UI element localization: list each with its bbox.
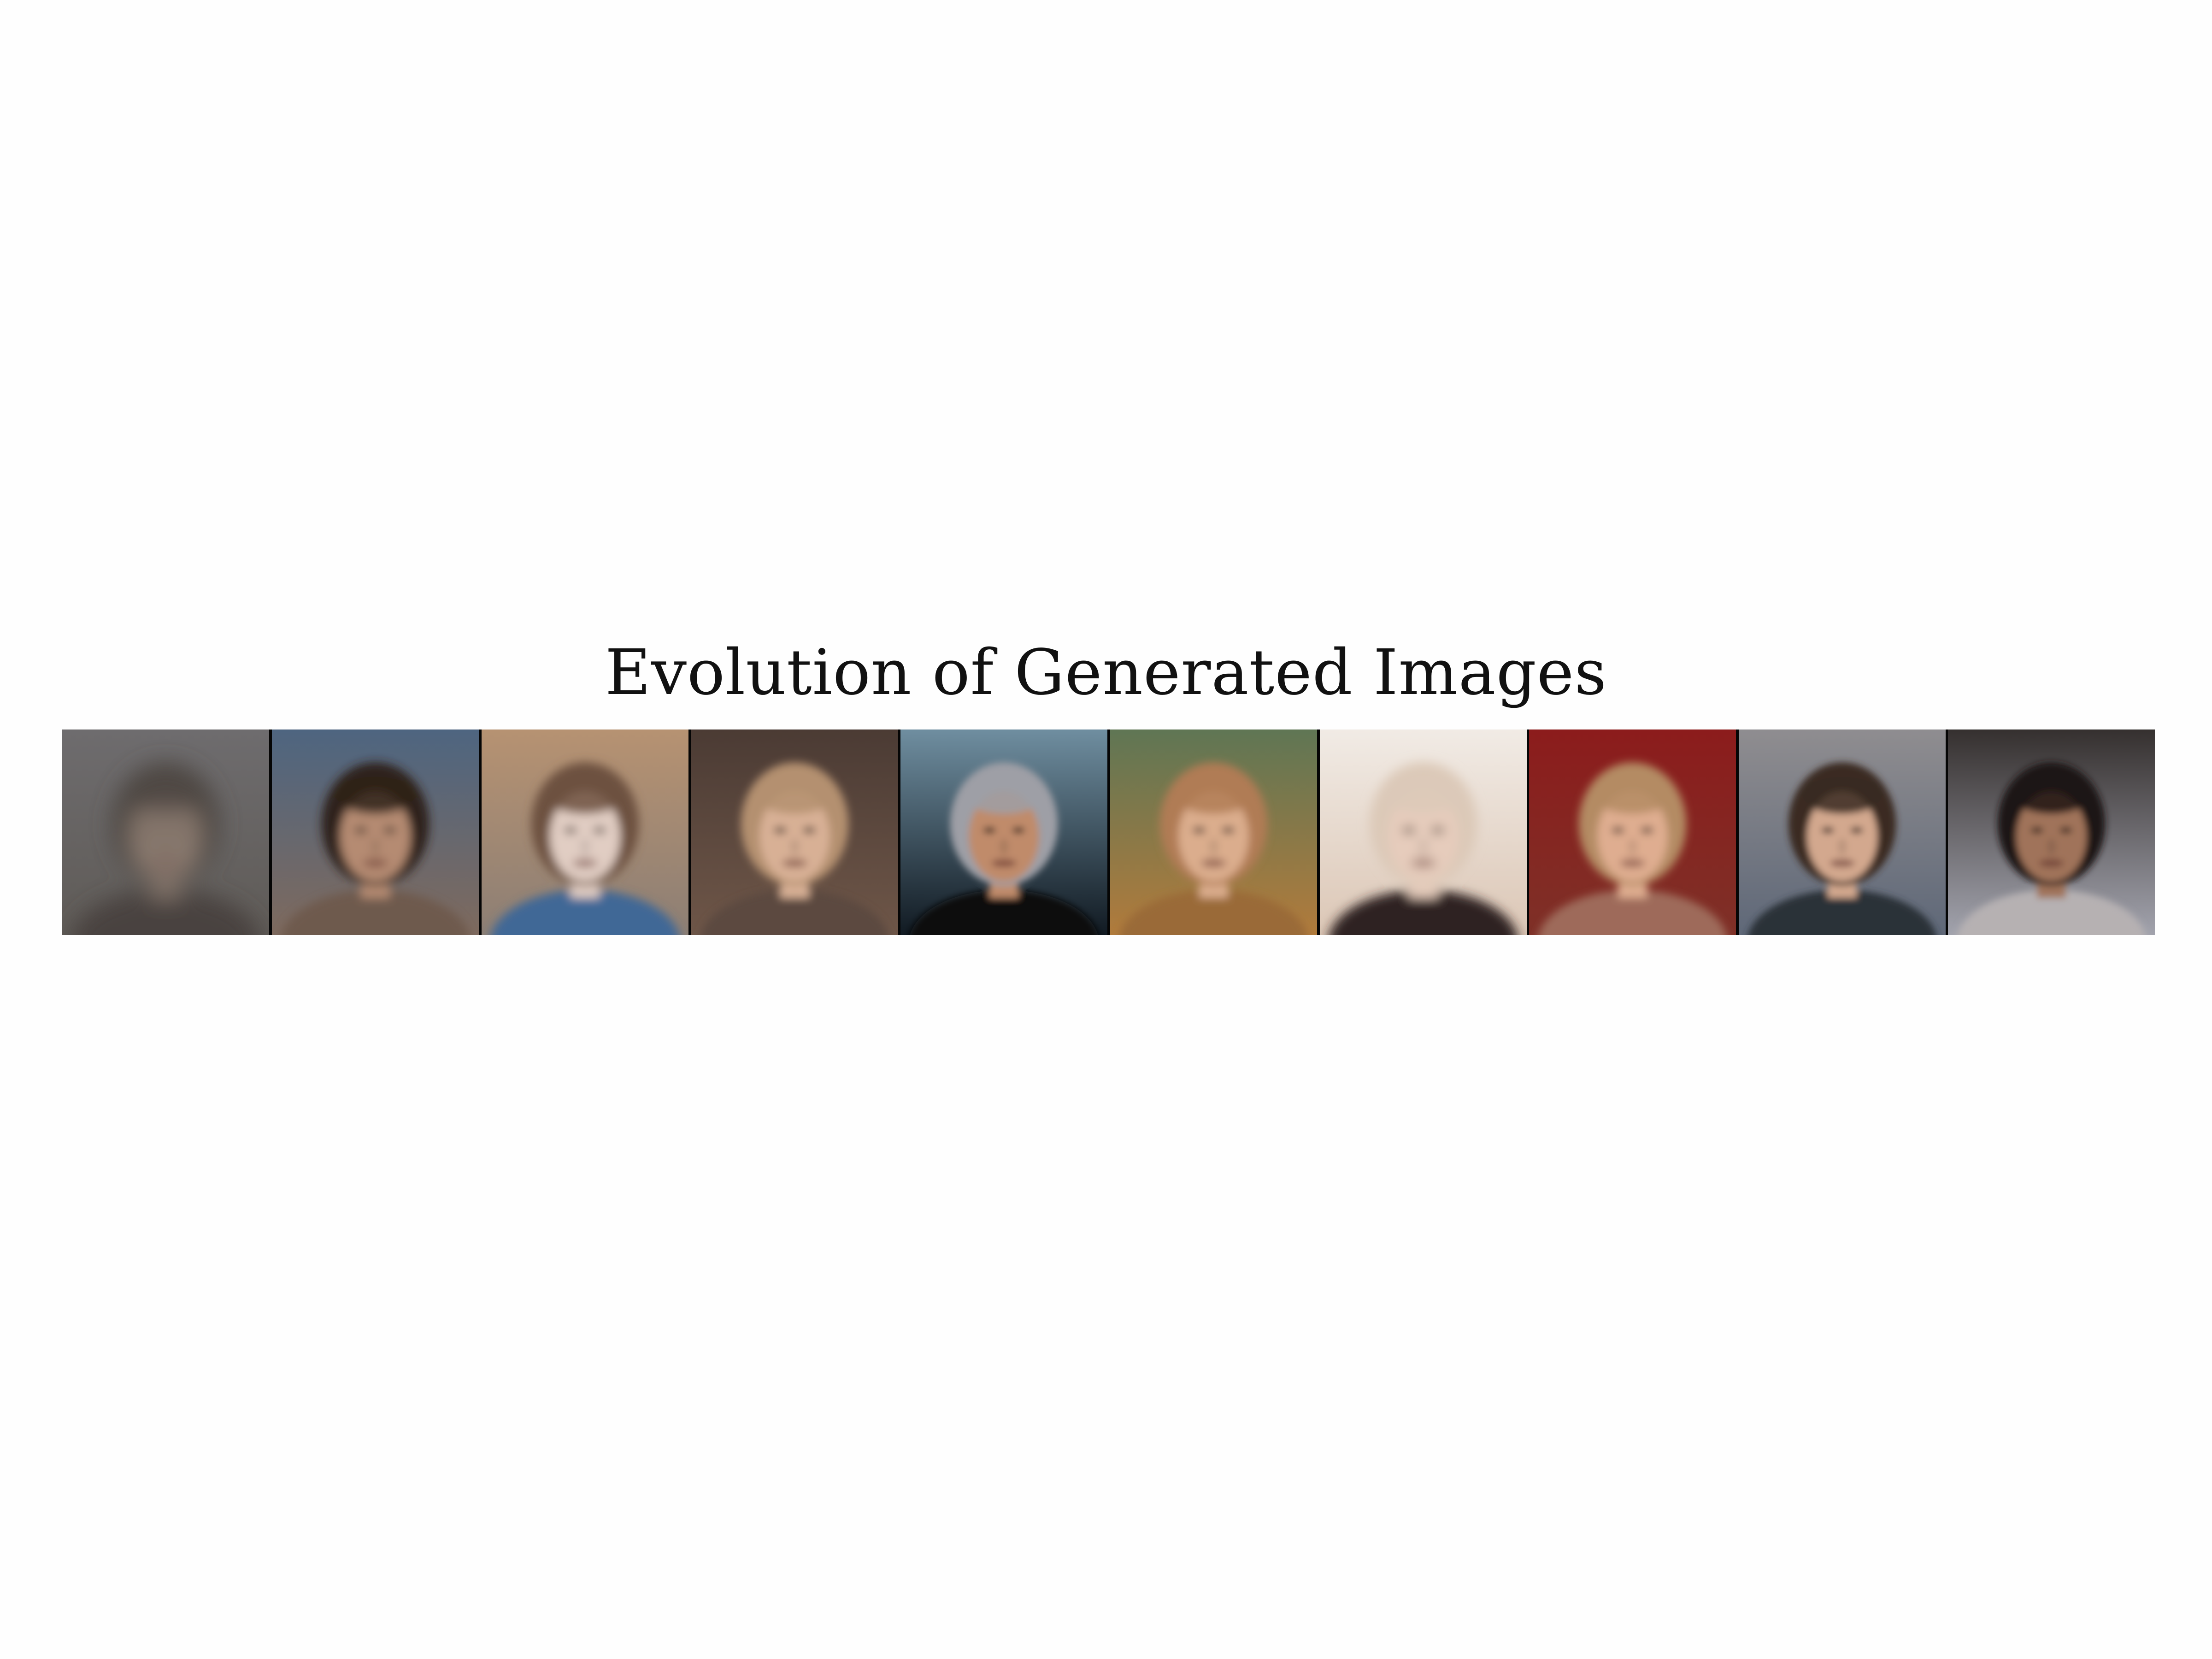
generated-face-image [1110,729,1317,935]
figure-title: Evolution of Generated Images [605,636,1607,709]
generated-image-strip [62,729,2155,935]
generated-face-image [1948,729,2155,935]
generated-face-image [1529,729,1736,935]
generated-face-image [1739,729,1946,935]
generated-face-image [900,729,1107,935]
generated-face-image [482,729,688,935]
generated-face-image [1320,729,1527,935]
generated-face-image [62,729,269,935]
generated-face-image [691,729,898,935]
generated-face-image [272,729,479,935]
